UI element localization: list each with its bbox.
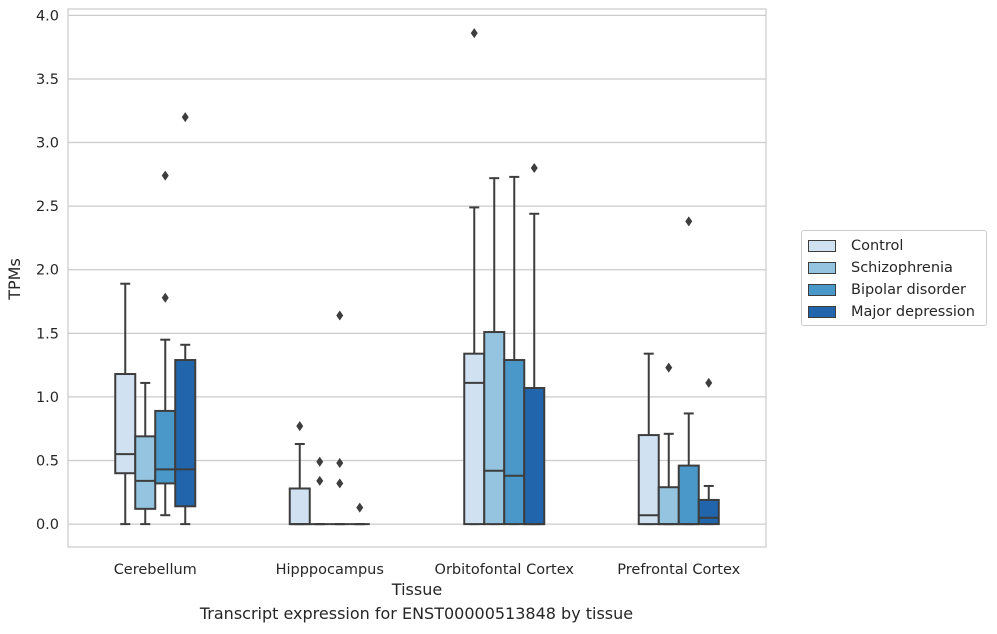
box-iqr [134, 435, 157, 510]
outlier-point [316, 475, 324, 486]
y-tick-label: 0.5 [36, 454, 59, 470]
y-tick-label: 1.0 [36, 390, 59, 406]
box-schizophrenia-orbitofontal-cortex [483, 177, 506, 526]
outlier-point [356, 502, 364, 513]
outlier-point [530, 162, 538, 173]
box-iqr [523, 387, 546, 526]
x-tick-label: Orbitofontal Cortex [435, 562, 575, 578]
outlier-point [336, 478, 344, 489]
box-control-orbitofontal-cortex [463, 28, 486, 526]
x-tick-labels: Cerebellum Hipppocampus Orbitofontal Corte… [114, 562, 741, 578]
box-bipolar-disorder-prefrontal-cortex [677, 216, 700, 526]
legend-label-major-depression: Major depression [851, 304, 975, 320]
legend-swatch-control [808, 240, 836, 252]
outlier-point [161, 170, 169, 181]
box-iqr [114, 373, 137, 475]
box-major-depression-prefrontal-cortex [697, 377, 720, 526]
x-tick-label: Hipppocampus [276, 562, 384, 578]
y-tick-label: 4.0 [36, 8, 59, 24]
y-axis-label: TPMs [5, 258, 24, 301]
box-major-depression-cerebellum [174, 112, 197, 526]
y-tick-label: 0.0 [36, 517, 59, 533]
box-bipolar-disorder-orbitofontal-cortex [503, 175, 526, 526]
y-tick-label: 2.0 [36, 263, 59, 279]
outlier-point [470, 28, 478, 39]
box-bipolar-disorder-hipppocampus [329, 310, 350, 526]
x-axis-label: Tissue [391, 580, 442, 599]
box-bipolar-disorder-cerebellum [154, 170, 177, 517]
outlier-point [665, 362, 673, 373]
box-iqr [154, 409, 177, 485]
box-iqr [174, 359, 197, 508]
figure-caption: Transcript expression for ENST0000051384… [199, 604, 634, 623]
box-iqr [657, 486, 680, 526]
box-control-prefrontal-cortex [637, 352, 660, 526]
y-tick-label: 3.0 [36, 136, 59, 152]
x-tick-label: Cerebellum [114, 562, 197, 578]
outlier-point [296, 421, 304, 432]
legend-label-bipolar-disorder: Bipolar disorder [851, 282, 966, 298]
box-schizophrenia-cerebellum [134, 381, 157, 526]
box-iqr [288, 487, 311, 526]
y-tick-labels: 0.0 0.5 1.0 1.5 2.0 2.5 3.0 3.5 4.0 [36, 8, 59, 533]
box-control-hipppocampus [288, 421, 311, 526]
box-major-depression-orbitofontal-cortex [523, 162, 546, 526]
legend-swatch-bipolar-disorder [808, 284, 836, 296]
legend-label-schizophrenia: Schizophrenia [851, 260, 953, 276]
box-iqr [483, 331, 506, 526]
box-control-cerebellum [114, 282, 137, 526]
box-iqr [503, 359, 526, 526]
boxes [114, 28, 720, 526]
outlier-point [336, 458, 344, 469]
legend: Control Schizophrenia Bipolar disorder M… [801, 230, 987, 326]
outlier-point [705, 377, 713, 388]
box-major-depression-hipppocampus [349, 502, 370, 526]
legend-item-major-depression: Major depression [808, 303, 975, 321]
legend-swatch-schizophrenia [808, 262, 836, 274]
box-schizophrenia-hipppocampus [309, 456, 330, 526]
legend-item-control: Control [808, 237, 903, 255]
legend-item-schizophrenia: Schizophrenia [808, 259, 953, 277]
y-tick-label: 3.5 [36, 72, 59, 88]
box-iqr [637, 434, 660, 526]
box-iqr [697, 498, 720, 526]
outlier-point [161, 292, 169, 303]
box-iqr [677, 464, 700, 526]
box-iqr [463, 352, 486, 526]
x-tick-label: Prefrontal Cortex [617, 562, 740, 578]
legend-item-bipolar-disorder: Bipolar disorder [808, 281, 966, 299]
box-schizophrenia-prefrontal-cortex [657, 362, 680, 526]
y-tick-label: 1.5 [36, 326, 59, 342]
outlier-point [316, 456, 324, 467]
plot-frame [67, 8, 767, 548]
legend-swatch-major-depression [808, 306, 836, 318]
outlier-point [336, 310, 344, 321]
outlier-point [181, 112, 189, 123]
legend-label-control: Control [851, 238, 904, 254]
y-tick-label: 2.5 [36, 199, 59, 215]
outlier-point [685, 216, 693, 227]
